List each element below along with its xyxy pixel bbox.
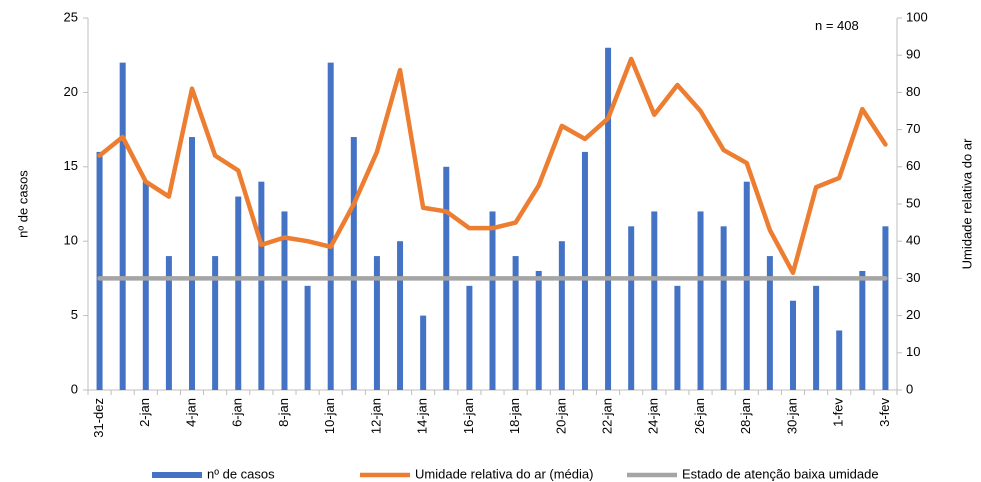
bar [651,211,658,390]
bar [743,181,750,390]
y-tick-label: 25 [64,9,78,24]
x-tick-label: 26-jan [692,398,707,434]
legend-swatch [152,472,202,478]
x-tick-label: 24-jan [646,398,661,434]
y2-tick-label: 0 [906,381,913,396]
bar [720,226,727,390]
bar [189,137,196,390]
y-tick-label: 15 [64,158,78,173]
bar [882,226,889,390]
bar [466,285,473,390]
bar [766,256,773,390]
bar [119,62,126,390]
bar [697,211,704,390]
bar [813,285,820,390]
bar [397,241,404,390]
y2-axis-label: Umidade relativa do ar [959,138,974,269]
y2-tick-label: 30 [906,270,920,285]
bar [535,270,542,390]
x-tick-label: 28-jan [738,398,753,434]
y2-tick-label: 40 [906,233,920,248]
bar [235,196,242,390]
bar [350,137,357,390]
y2-tick-label: 100 [906,9,928,24]
bar [420,315,427,390]
x-tick-label: 10-jan [322,398,337,434]
annotation: n = 408 [815,18,859,33]
legend-label: nº de casos [207,466,275,481]
x-tick-label: 1-fev [831,398,846,427]
x-tick-label: 30-jan [784,398,799,434]
bar [212,256,219,390]
bar [165,256,172,390]
bar [373,256,380,390]
y2-tick-label: 70 [906,121,920,136]
x-tick-label: 6-jan [230,398,245,427]
y2-tick-label: 90 [906,47,920,62]
y2-tick-label: 50 [906,195,920,210]
y2-tick-label: 20 [906,307,920,322]
x-tick-label: 14-jan [415,398,430,434]
x-tick-label: 8-jan [276,398,291,427]
y-axis-label: nº de casos [15,170,30,238]
bar [558,241,565,390]
x-tick-label: 20-jan [553,398,568,434]
legend-label: Estado de atenção baixa umidade [682,466,879,481]
y-tick-label: 10 [64,233,78,248]
x-tick-label: 31-dez [91,398,106,438]
bar [605,47,612,390]
x-tick-label: 22-jan [600,398,615,434]
x-tick-label: 3-fev [877,398,892,427]
bar [96,151,103,390]
bar [789,300,796,390]
bar [304,285,311,390]
bar [628,226,635,390]
x-tick-label: 12-jan [368,398,383,434]
x-tick-label: 18-jan [507,398,522,434]
line [97,56,888,276]
y-tick-label: 20 [64,84,78,99]
y2-tick-label: 80 [906,84,920,99]
bar [281,211,288,390]
y2-tick-label: 10 [906,344,920,359]
bar [258,181,265,390]
bar [836,330,843,390]
y-tick-label: 5 [71,307,78,322]
bar [581,151,588,390]
legend-label: Umidade relativa do ar (média) [415,466,593,481]
bar [489,211,496,390]
y-tick-label: 0 [71,381,78,396]
x-tick-label: 4-jan [183,398,198,427]
x-tick-label: 2-jan [137,398,152,427]
y2-tick-label: 60 [906,158,920,173]
bar [859,270,866,390]
bar [512,256,519,390]
bar [142,181,149,390]
bar [674,285,681,390]
bar [327,62,334,390]
x-tick-label: 16-jan [461,398,476,434]
